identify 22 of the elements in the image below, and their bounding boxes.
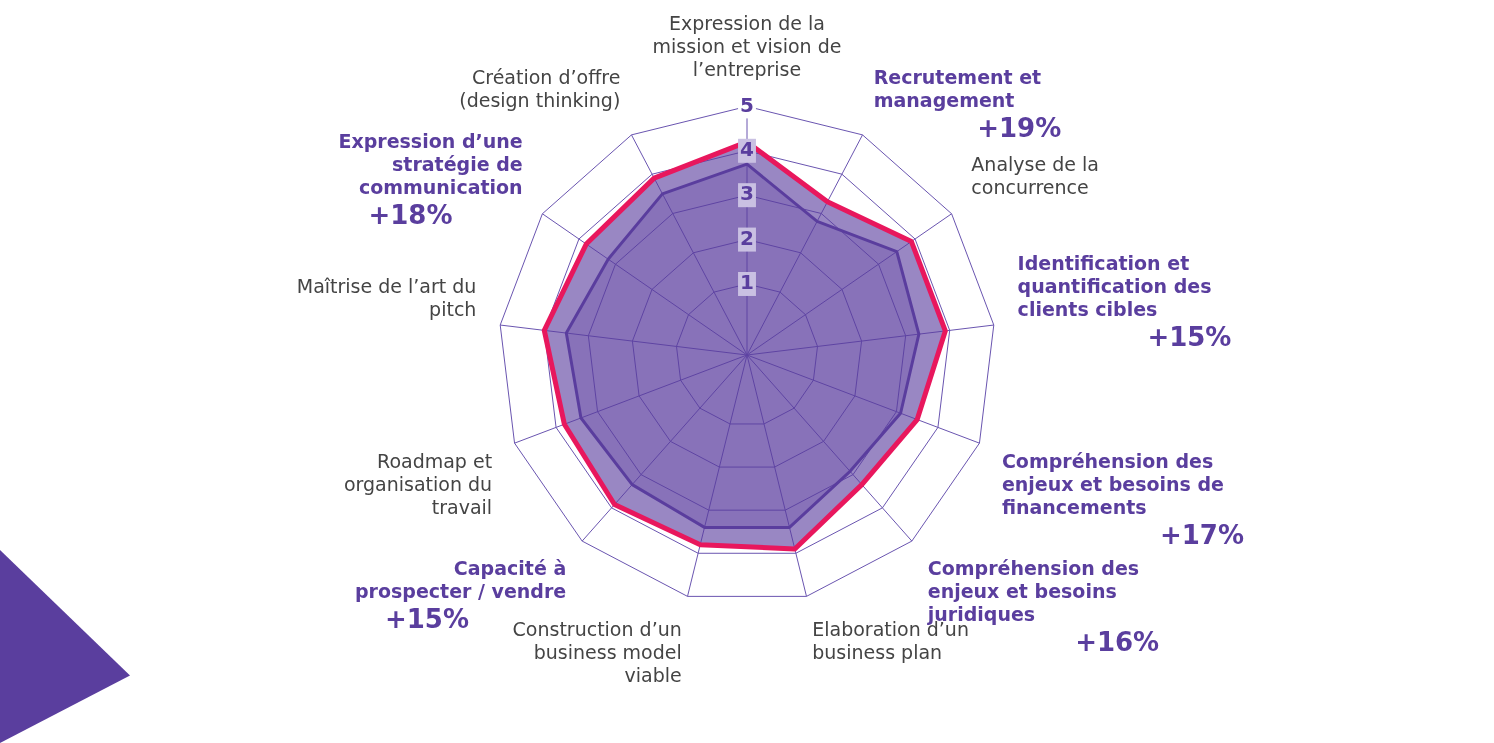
text: +15%: [384, 604, 470, 635]
y-tick-label: 4: [740, 137, 754, 161]
spoke-label: Compréhension des enjeux et besoins de financements: [1001, 450, 1224, 518]
text: +18%: [368, 199, 453, 230]
spoke-label: Création d’offre (design thinking): [459, 66, 621, 112]
text: +17%: [1159, 519, 1244, 550]
spoke-label: Capacité à prospecter / vendre: [354, 557, 567, 603]
text: +15%: [1147, 321, 1232, 352]
spoke-label: Recrutement et management: [873, 66, 1042, 112]
spoke-label: Analyse de la concurrence: [971, 152, 1099, 198]
spoke-label: Construction d’un business model viable: [512, 618, 682, 686]
text: +19%: [977, 113, 1062, 144]
y-tick-label: 2: [740, 225, 754, 250]
text: +16%: [1075, 627, 1160, 658]
y-tick-label: 1: [740, 270, 754, 295]
spoke-label: Roadmap et organisation du travail: [343, 450, 493, 518]
y-tick-label: 3: [740, 181, 754, 206]
spoke-label: Identification et quantification des clients cibles: [1017, 252, 1212, 320]
y-tick-label: 5: [740, 92, 754, 117]
spoke-label: Expression de la mission et vision de l’entreprise: [652, 12, 842, 80]
spoke-label: Expression d’une stratégie de communication: [338, 130, 523, 198]
spoke-label: Maîtrise de l’art du pitch: [296, 274, 477, 320]
